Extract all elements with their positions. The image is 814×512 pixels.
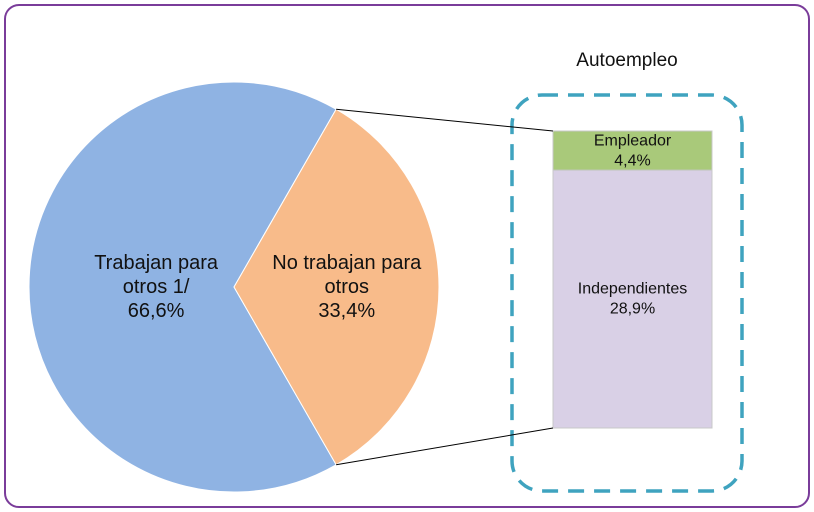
group-outline bbox=[510, 93, 744, 493]
bar-segment bbox=[552, 169, 713, 429]
connector bbox=[336, 427, 554, 466]
segment-value: 28,9% bbox=[609, 300, 656, 318]
slice-label: Trabajan para otros 1/66,6% bbox=[81, 251, 231, 323]
segment-value: 4,4% bbox=[614, 152, 651, 170]
slice-label: No trabajan para otros 33,4% bbox=[272, 251, 422, 323]
pie-slice bbox=[28, 81, 337, 493]
slice-value: 66,6% bbox=[127, 300, 185, 322]
slice-value: 33,4% bbox=[318, 300, 376, 322]
connector bbox=[336, 108, 554, 132]
frame bbox=[4, 4, 810, 508]
pie-slice bbox=[233, 108, 440, 466]
segment-name: Independientes bbox=[577, 280, 688, 298]
slice-name: Trabajan para otros 1/ bbox=[94, 252, 218, 298]
slice-name: No trabajan para otros bbox=[272, 252, 422, 298]
breakdown-title: Autoempleo bbox=[576, 50, 677, 71]
bar-segment bbox=[552, 130, 713, 171]
segment-name: Empleador bbox=[593, 132, 672, 150]
